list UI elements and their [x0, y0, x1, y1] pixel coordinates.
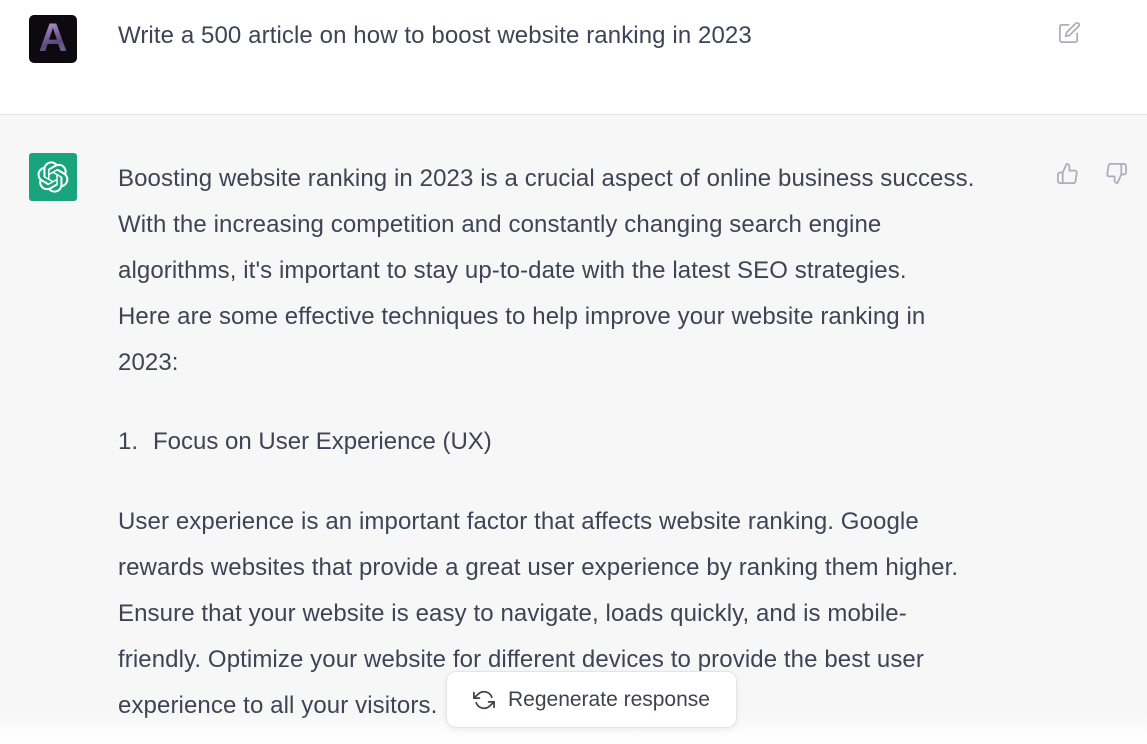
text-line: rewards websites that provide a great us…: [118, 554, 959, 581]
pencil-square-icon: [1058, 21, 1081, 44]
thumbs-down-icon: [1105, 162, 1128, 185]
user-avatar-letter: A: [38, 16, 68, 60]
user-avatar: A: [29, 15, 77, 63]
list-item-text: Focus on User Experience (UX): [153, 428, 492, 455]
thumbs-down-button[interactable]: [1104, 161, 1128, 185]
refresh-icon: [473, 689, 495, 711]
text-line: With the increasing competition and cons…: [118, 211, 882, 238]
user-message: A Write a 500 article on how to boost we…: [0, 0, 1147, 114]
thumbs-up-icon: [1056, 162, 1079, 185]
assistant-message: Boosting website ranking in 2023 is a cr…: [0, 114, 1147, 744]
user-message-text: Write a 500 article on how to boost webs…: [118, 22, 752, 49]
openai-logo-icon: [37, 161, 69, 193]
text-line: User experience is an important factor t…: [118, 508, 919, 535]
text-line: friendly. Optimize your website for diff…: [118, 646, 924, 673]
edit-message-button[interactable]: [1057, 20, 1081, 44]
thumbs-up-button[interactable]: [1055, 161, 1079, 185]
regenerate-label: Regenerate response: [508, 687, 710, 711]
text-line: Boosting website ranking in 2023 is a cr…: [118, 165, 975, 192]
chatgpt-avatar: [29, 153, 77, 201]
assistant-paragraph-1: Boosting website ranking in 2023 is a cr…: [118, 156, 974, 386]
list-item-1: 1. Focus on User Experience (UX): [118, 419, 974, 465]
assistant-message-text: Boosting website ranking in 2023 is a cr…: [118, 156, 974, 729]
list-item-number: 1.: [118, 428, 139, 455]
text-line: Here are some effective techniques to he…: [118, 303, 926, 330]
regenerate-response-button[interactable]: Regenerate response: [446, 671, 737, 728]
text-line: Ensure that your website is easy to navi…: [118, 600, 907, 627]
text-line: 2023:: [118, 349, 179, 376]
text-line: algorithms, it's important to stay up-to…: [118, 257, 907, 284]
